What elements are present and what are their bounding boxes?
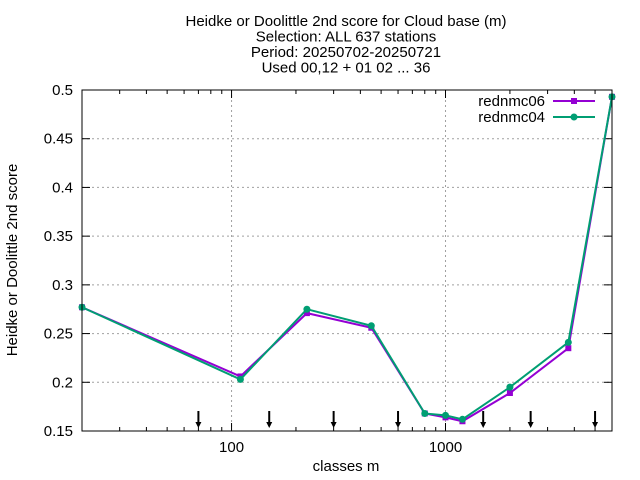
axis-ticks: 0.15 0.2 0.25 0.3 0.35 0.4 0.45 0.5 100 1000	[44, 82, 613, 456]
title-line: Used 00,12 + 01 02 ... 36	[262, 60, 431, 77]
title-line: Period: 20250702-20250721	[251, 44, 441, 61]
data-point-rednmc04	[506, 383, 514, 391]
legend-label: rednmc04	[478, 109, 545, 126]
data-point-rednmc06	[506, 390, 513, 397]
y-tick-label: 0.5	[52, 82, 73, 99]
threshold-arrow-head	[395, 422, 402, 428]
threshold-arrow-head	[266, 422, 273, 428]
x-axis-label: classes m	[313, 458, 380, 475]
data-point-rednmc04	[458, 415, 466, 423]
series	[78, 93, 616, 425]
series-line-rednmc06	[81, 96, 613, 423]
data-point-rednmc04	[421, 409, 429, 417]
data-point-rednmc06	[565, 345, 572, 352]
data-point-rednmc04	[303, 305, 311, 313]
title-line: Heidke or Doolittle 2nd score for Cloud …	[186, 13, 507, 30]
data-point-rednmc06	[303, 310, 310, 317]
y-tick-label: 0.35	[44, 228, 73, 245]
chart-title: Heidke or Doolittle 2nd score for Cloud …	[186, 13, 507, 77]
title-line: Selection: ALL 637 stations	[256, 29, 436, 46]
data-point-rednmc04	[564, 338, 572, 346]
y-axis-label: Heidke or Doolittle 2nd score	[4, 164, 21, 357]
y-tick-label: 0.3	[52, 277, 73, 294]
y-tick-label: 0.15	[44, 423, 73, 440]
x-tick-label: 100	[219, 439, 244, 456]
plot-frame	[81, 89, 613, 432]
threshold-arrow-head	[195, 422, 202, 428]
series-line-rednmc04	[81, 96, 613, 421]
legend-label: rednmc06	[478, 93, 545, 110]
y-tick-label: 0.45	[44, 131, 73, 148]
legend-marker	[571, 98, 577, 104]
y-tick-label: 0.4	[52, 179, 73, 196]
data-point-rednmc04	[367, 322, 375, 330]
threshold-arrow-head	[480, 422, 487, 428]
legend-marker	[570, 113, 578, 121]
data-point-rednmc04	[236, 375, 244, 383]
x-tick-label: 1000	[429, 439, 462, 456]
y-tick-label: 0.25	[44, 326, 73, 343]
threshold-arrows	[195, 411, 599, 428]
threshold-arrow-head	[527, 422, 534, 428]
threshold-arrow-head	[330, 422, 337, 428]
grid	[82, 90, 612, 431]
y-tick-label: 0.2	[52, 374, 73, 391]
data-point-rednmc04	[442, 411, 450, 419]
threshold-arrow-head	[592, 422, 599, 428]
